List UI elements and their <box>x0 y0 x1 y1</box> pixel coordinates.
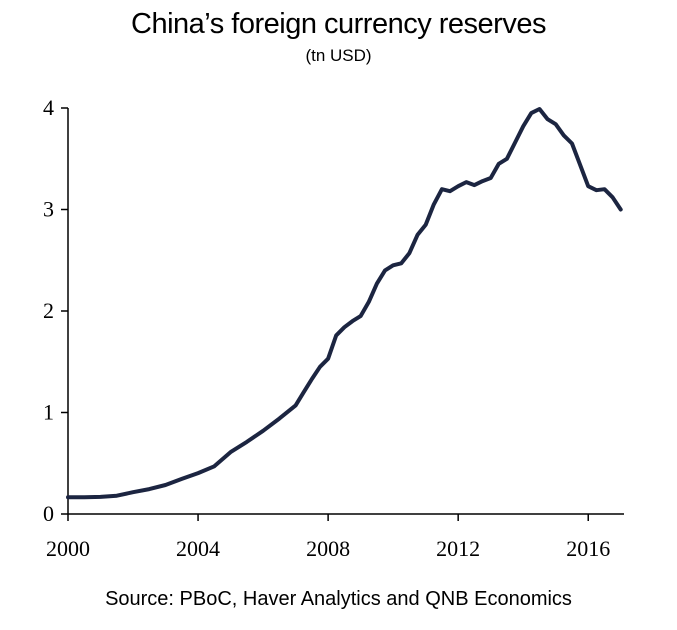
chart-subtitle: (tn USD) <box>305 46 372 65</box>
series-group <box>66 107 623 500</box>
chart-title: China’s foreign currency reserves <box>131 8 546 40</box>
x-tick-label: 2000 <box>46 536 90 561</box>
y-tick-label: 4 <box>43 95 54 120</box>
x-tick-label: 2004 <box>176 536 220 561</box>
axes: 0 1 2 3 4 2000 2004 2008 2012 2016 <box>43 95 624 561</box>
y-tick-label: 3 <box>43 197 54 222</box>
chart-source: Source: PBoC, Haver Analytics and QNB Ec… <box>105 588 572 610</box>
y-tick-label: 1 <box>43 400 54 425</box>
y-tick-label: 0 <box>43 501 54 526</box>
y-tick-label: 2 <box>43 298 54 323</box>
series-line <box>66 107 623 500</box>
x-tick-label: 2016 <box>566 536 610 561</box>
x-tick-label: 2008 <box>306 536 350 561</box>
x-tick-label: 2012 <box>436 536 480 561</box>
